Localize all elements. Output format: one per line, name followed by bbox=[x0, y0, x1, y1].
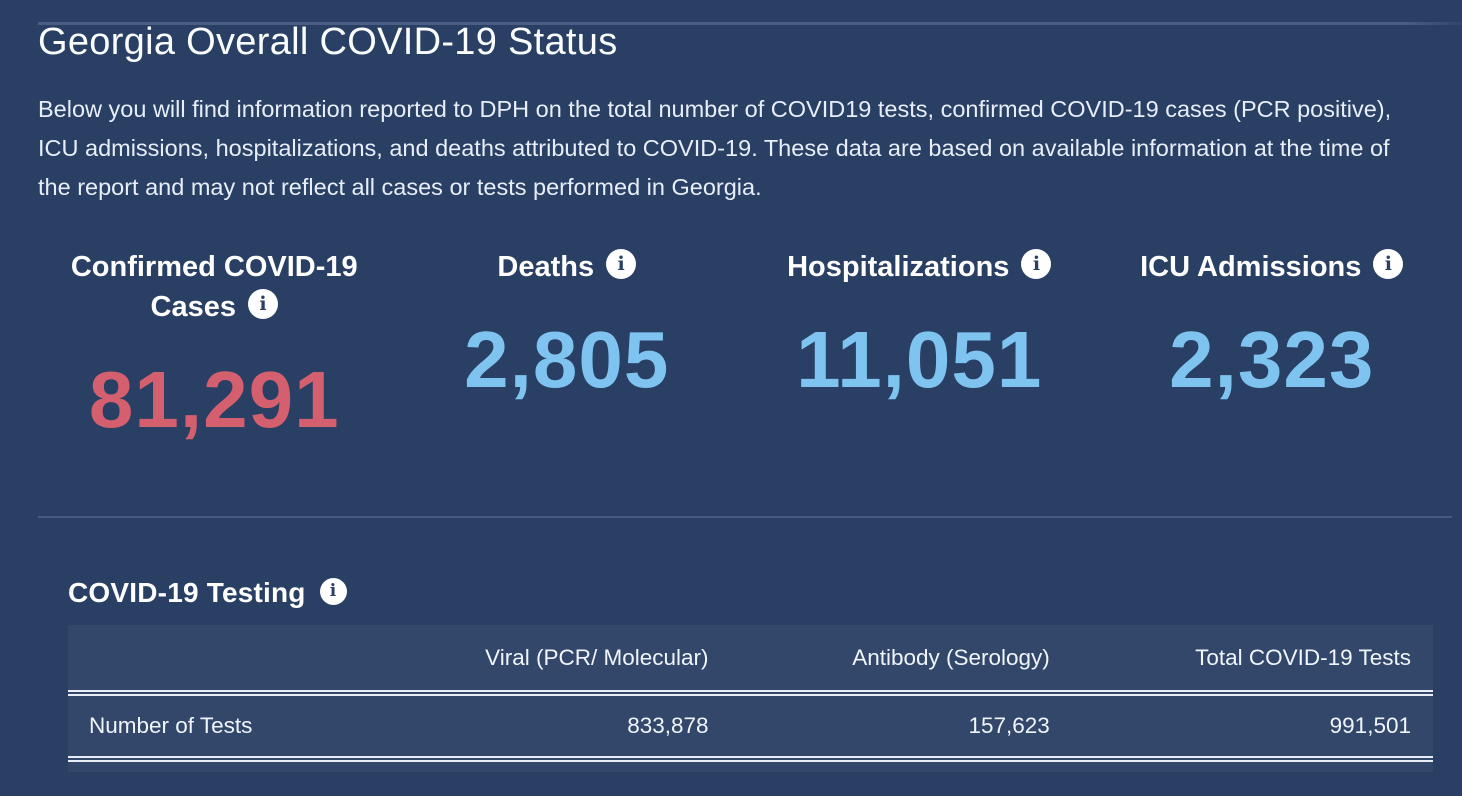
stat-label: Deaths i bbox=[399, 247, 736, 287]
row-label-number-of-tests: Number of Tests bbox=[68, 693, 478, 762]
stat-label-text: Hospitalizations bbox=[787, 251, 1010, 283]
testing-title-text: COVID-19 Testing bbox=[68, 577, 306, 608]
info-icon[interactable]: i bbox=[1021, 249, 1052, 280]
stat-label: Confirmed COVID-19 Cases i bbox=[46, 247, 383, 327]
page-title: Georgia Overall COVID-19 Status bbox=[38, 21, 618, 63]
table-row: Number of Tests 833,878 157,623 991,501 bbox=[68, 693, 1433, 762]
testing-table-container: Viral (PCR/ Molecular) Antibody (Serolog… bbox=[68, 625, 1433, 772]
stat-value-hospitalizations: 11,051 bbox=[796, 315, 1043, 404]
stat-label-text: Confirmed COVID-19 Cases bbox=[70, 251, 358, 323]
cell-antibody-tests: 157,623 bbox=[709, 693, 1051, 762]
testing-table: Viral (PCR/ Molecular) Antibody (Serolog… bbox=[68, 625, 1433, 762]
table-header-viral: Viral (PCR/ Molecular) bbox=[477, 625, 710, 696]
stat-label: Hospitalizations i bbox=[751, 247, 1088, 287]
stat-value-icu-admissions: 2,323 bbox=[1169, 315, 1375, 404]
testing-section-title: COVID-19 Testing i bbox=[68, 576, 1462, 610]
section-divider bbox=[38, 516, 1452, 518]
cell-total-tests: 991,501 bbox=[1050, 693, 1433, 762]
intro-text: Below you will find information reported… bbox=[38, 96, 1392, 200]
stat-label-text: ICU Admissions bbox=[1140, 251, 1362, 283]
stat-card-deaths: Deaths i 2,805 bbox=[391, 247, 744, 441]
top-divider bbox=[38, 22, 1462, 25]
stats-row: Confirmed COVID-19 Cases i 81,291 Deaths i… bbox=[38, 247, 1448, 441]
info-icon[interactable]: i bbox=[247, 289, 278, 320]
table-header-row: Viral (PCR/ Molecular) Antibody (Serolog… bbox=[68, 625, 1433, 696]
stat-value-confirmed-cases: 81,291 bbox=[88, 355, 340, 444]
stat-card-confirmed-cases: Confirmed COVID-19 Cases i 81,291 bbox=[38, 247, 391, 441]
cell-viral-tests: 833,878 bbox=[477, 693, 710, 762]
stat-value-deaths: 2,805 bbox=[464, 315, 670, 404]
info-icon[interactable]: i bbox=[319, 578, 347, 606]
stat-card-icu-admissions: ICU Admissions i 2,323 bbox=[1096, 247, 1449, 441]
info-icon[interactable]: i bbox=[606, 249, 637, 280]
table-header-empty bbox=[68, 625, 478, 696]
table-header-antibody: Antibody (Serology) bbox=[709, 625, 1051, 696]
stat-card-hospitalizations: Hospitalizations i 11,051 bbox=[743, 247, 1096, 441]
stat-label: ICU Admissions i bbox=[1104, 247, 1441, 287]
stat-label-text: Deaths bbox=[497, 251, 595, 283]
info-icon[interactable]: i bbox=[1373, 249, 1404, 280]
table-header-total: Total COVID-19 Tests bbox=[1050, 625, 1433, 696]
